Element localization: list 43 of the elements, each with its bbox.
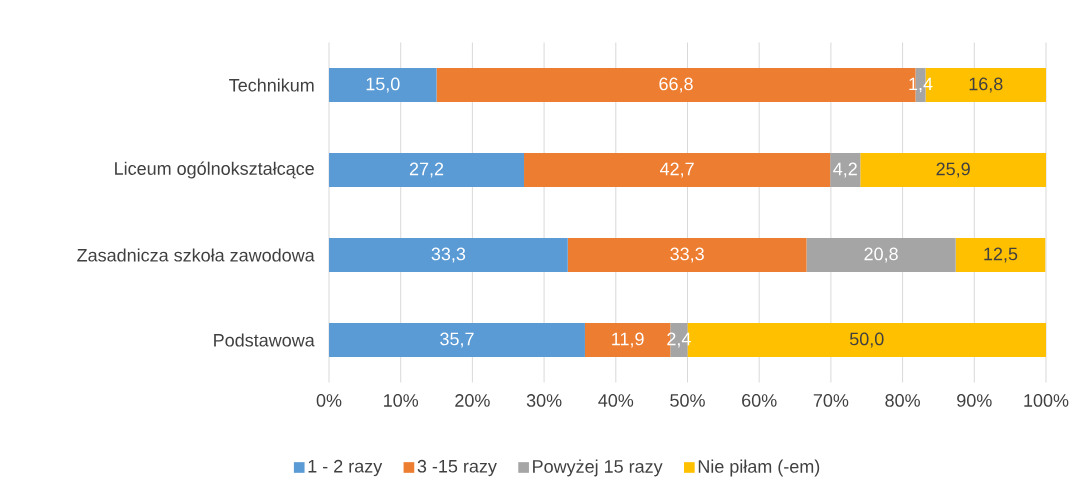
y-tick-label: Zasadnicza szkoła zawodowa [77, 248, 315, 262]
x-tick-label: 60% [742, 394, 777, 407]
x-tick-label: 70% [813, 394, 849, 407]
legend-label: Powyżej 15 razy [533, 459, 663, 477]
data-label: 35,7 [440, 332, 474, 348]
bar [329, 68, 437, 102]
data-label: 33,3 [670, 247, 704, 263]
bar [329, 238, 568, 272]
data-label: 12,5 [984, 247, 1018, 263]
x-tick-label: 30% [526, 394, 562, 407]
x-tick-label: 100% [1024, 394, 1069, 407]
bar [830, 153, 861, 187]
data-label: 42,7 [660, 162, 694, 178]
bar [567, 238, 807, 272]
x-tick-label: 10% [384, 394, 419, 407]
legend-label: 3 -15 razy [417, 459, 497, 477]
x-tick-label: 20% [455, 394, 490, 407]
legend-label: 1 - 2 razy [308, 459, 383, 477]
x-tick-label: 80% [885, 394, 920, 407]
bar [955, 238, 1046, 272]
bar [329, 323, 585, 357]
data-label: 50,0 [849, 332, 884, 348]
bar [860, 153, 1046, 187]
y-tick-label: Podstawowa [214, 333, 315, 347]
x-tick-label: 0% [316, 394, 342, 407]
bar [329, 153, 525, 187]
x-tick-label: 40% [598, 394, 634, 407]
data-label: 25,9 [936, 162, 970, 178]
data-label: 66,8 [659, 77, 693, 93]
data-label: 16,8 [969, 77, 1003, 93]
data-label: 33,3 [431, 247, 466, 263]
data-label: 4,2 [833, 162, 857, 178]
data-label: 15,0 [366, 77, 400, 93]
data-label: 20,8 [864, 247, 898, 263]
data-label: 27,2 [409, 162, 444, 178]
y-tick-label: Liceum ogólnokształcące [115, 161, 314, 179]
data-label: 11,9 [612, 332, 644, 348]
x-tick-label: 90% [957, 394, 992, 407]
legend-label: Nie piłam (-em) [698, 459, 820, 477]
bar [806, 238, 956, 272]
bar [524, 153, 831, 187]
x-tick-label: 50% [670, 394, 705, 407]
y-tick-label: Technikum [229, 78, 314, 92]
